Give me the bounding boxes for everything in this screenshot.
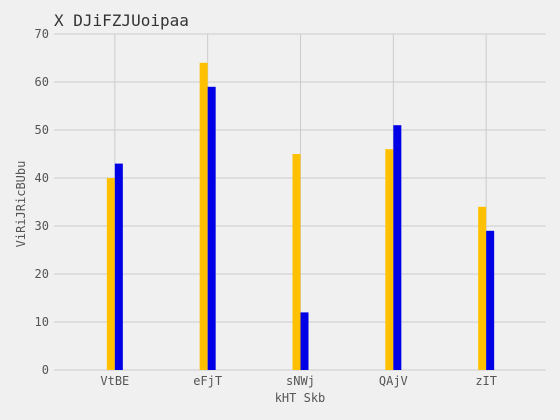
x-tick-labels: VtBE eFjT sNWj QAjV zIT [100,374,497,388]
y-tick-label: 60 [35,75,49,89]
bar-series1-eFjT [199,62,208,371]
bar-series2-QAjV [393,125,402,370]
bar-series1-QAjV [385,149,394,370]
y-tick-label: 10 [35,315,49,329]
chart-title: X DJiFZJUoipaa [54,11,189,30]
y-tick-label: 50 [35,123,49,137]
bar-series2-VtBE [114,163,123,370]
y-tick-label: 0 [42,363,49,377]
bar-series1-sNWj [292,154,301,370]
x-tick-label: QAjV [379,374,408,388]
x-tick-label: VtBE [100,374,129,388]
y-tick-label: 20 [35,267,49,281]
bars [106,62,495,371]
bar-series2-sNWj [300,312,309,370]
y-tick-label: 40 [35,171,49,185]
bar-series2-eFjT [207,86,216,371]
x-axis-label: kHT Skb [275,391,326,405]
bar-series1-zIT [478,206,487,370]
bar-series1-VtBE [106,178,115,370]
y-axis-label: ViRiJRicBUbu [14,161,28,248]
x-tick-label: eFjT [193,374,222,388]
x-tick-label: zIT [475,374,497,388]
y-tick-label: 70 [35,27,49,41]
y-tick-labels: 0 10 20 30 40 50 60 70 [35,27,49,377]
x-tick-label: sNWj [286,374,315,388]
y-tick-label: 30 [35,219,49,233]
bar-series2-zIT [486,230,495,370]
